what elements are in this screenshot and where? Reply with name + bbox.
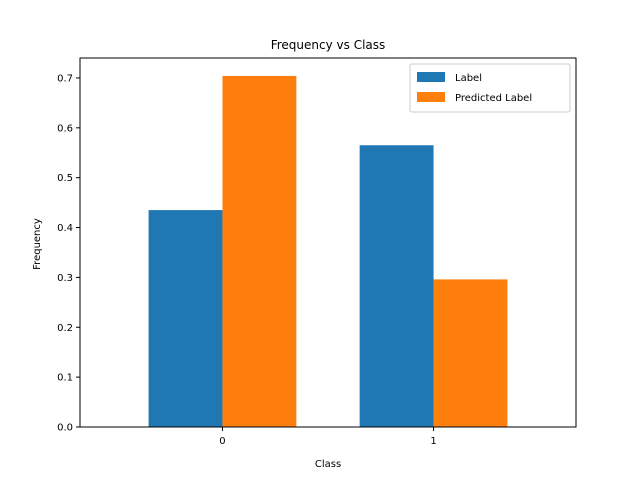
y-tick-label: 0.3 (57, 273, 73, 284)
chart-title: Frequency vs Class (271, 38, 386, 52)
y-tick-label: 0.1 (57, 373, 73, 384)
legend-entry: Label (455, 73, 482, 84)
bar-predicted-label-class-1 (433, 279, 508, 427)
y-tick-label: 0.5 (57, 173, 73, 184)
x-tick-label: 0 (219, 436, 225, 447)
x-tick-label: 1 (430, 436, 436, 447)
y-axis-label: Frequency (32, 218, 43, 270)
y-tick-label: 0.7 (57, 73, 73, 84)
axes-frame (79, 57, 577, 428)
bar-predicted-label-class-0 (222, 75, 297, 427)
legend-box (409, 63, 571, 113)
legend-swatch (417, 92, 445, 102)
y-tick-label: 0.2 (57, 323, 73, 334)
bar-label-class-0 (148, 210, 223, 427)
y-tick-label: 0.4 (57, 223, 73, 234)
y-tick-label: 0.0 (57, 423, 73, 434)
legend-swatch (417, 72, 445, 82)
plot-area: 0.0 0.1 0.2 0.3 0.4 0.5 0.6 0.7 0 1 (57, 57, 577, 447)
legend-entry: Predicted Label (455, 93, 532, 104)
bar-label-class-1 (359, 145, 434, 427)
x-axis-label: Class (315, 459, 341, 470)
y-tick-label: 0.6 (57, 123, 73, 134)
legend: Label Predicted Label (409, 63, 571, 113)
